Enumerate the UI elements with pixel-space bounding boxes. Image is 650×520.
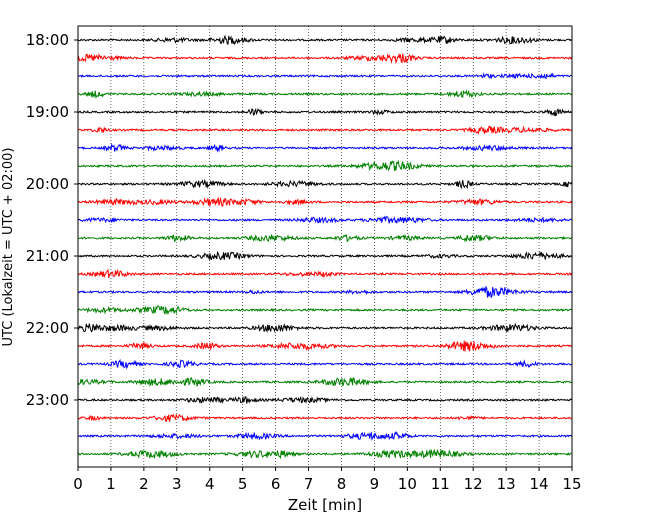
x-tick-label: 6 [271,475,281,493]
trace-line [77,233,572,243]
x-tick-label: 5 [238,475,248,493]
x-tick-label: 3 [172,475,182,493]
x-tick-label: 4 [205,475,215,493]
y-tick-label: 22:00 [26,319,69,337]
x-tick-label: 0 [73,475,83,493]
trace-line [77,125,572,135]
x-tick-label: 12 [464,475,483,493]
trace-line [77,268,572,279]
trace-line [77,250,572,261]
trace-line [77,340,572,352]
plot-frame [77,25,573,468]
y-tick-label: 19:00 [26,103,69,121]
trace-line [77,34,572,46]
trace-line [77,196,572,207]
y-tick-label: 21:00 [26,247,69,265]
trace-line [77,72,572,80]
x-tick-label: 9 [370,475,380,493]
trace-line [77,108,572,117]
trace-line [77,413,572,422]
trace-line [77,431,572,442]
y-axis-label: UTC (Lokalzeit = UTC + 02:00) [1,148,16,347]
y-tick-label: 20:00 [26,175,69,193]
x-tick-label: 10 [398,475,417,493]
x-tick-label: 2 [139,475,149,493]
trace-line [77,322,572,334]
x-tick-label: 13 [497,475,516,493]
x-tick-label: 11 [431,475,450,493]
x-axis-label: Zeit [min] [288,496,362,514]
trace-line [77,215,572,225]
trace-line [77,448,572,460]
y-tick-label: 23:00 [26,391,69,409]
trace-line [77,159,572,172]
trace-line [77,395,572,405]
trace-line [77,52,572,65]
x-tick-label: 8 [337,475,347,493]
x-tick-label: 7 [304,475,314,493]
trace-line [77,178,572,190]
trace-line [77,358,572,370]
trace-line [77,89,572,99]
trace-line [77,285,572,298]
trace-line [77,305,572,316]
y-axis: 18:00 19:00 20:00 21:00 22:00 23:00 [26,31,78,409]
y-tick-label: 18:00 [26,31,69,49]
x-axis: 0 1 2 3 4 5 6 7 8 9 10 11 12 13 14 15 [73,467,582,493]
x-tick-label: 1 [106,475,116,493]
x-tick-label: 15 [562,475,581,493]
trace-line [77,376,572,388]
seismic-traces [77,34,572,460]
trace-line [77,142,572,153]
x-tick-label: 14 [530,475,549,493]
